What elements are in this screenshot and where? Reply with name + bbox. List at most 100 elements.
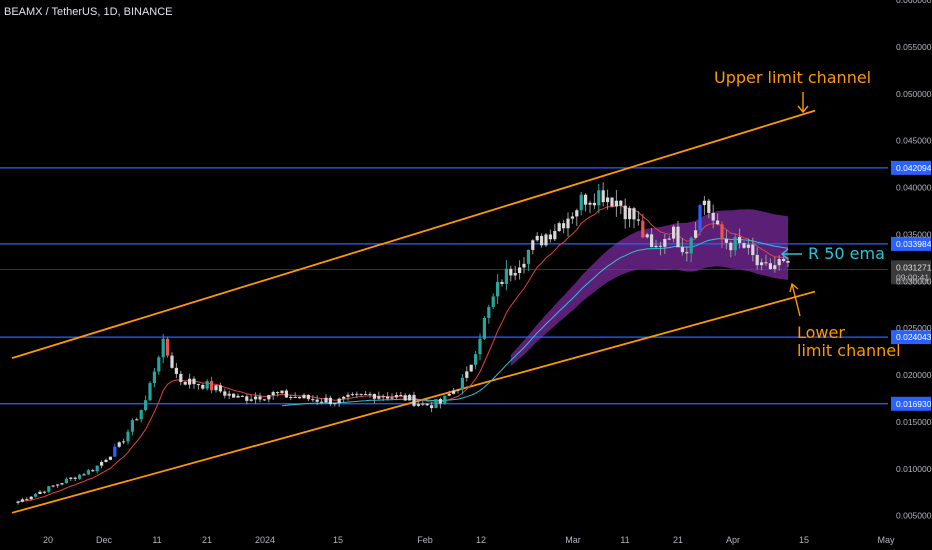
candle-body: [284, 390, 288, 398]
candle-body: [34, 493, 38, 497]
candle-body: [104, 459, 108, 462]
candle-body: [205, 381, 209, 389]
candle-body: [632, 208, 636, 220]
horizontal-levels: 0.042094 0.033984 0.024043 0.016930 0.031271…: [0, 160, 932, 411]
candle-body: [293, 396, 297, 398]
candle-body: [183, 381, 187, 385]
candle-body: [623, 205, 627, 220]
candle-body: [210, 381, 214, 391]
candle-body: [64, 478, 68, 484]
candle-body: [42, 491, 46, 493]
y-tick-label: 0.015000: [896, 417, 932, 427]
candle-body: [746, 244, 750, 248]
candle-body: [474, 354, 478, 365]
price-axis[interactable]: 0.060000 0.055000 0.050000 0.045000 0.040000…: [896, 0, 932, 521]
candle-body: [482, 317, 486, 339]
candle-body: [667, 238, 671, 240]
y-tick-label: 0.010000: [896, 464, 932, 474]
y-tick-label: 0.045000: [896, 136, 932, 146]
candle-body: [135, 419, 139, 421]
current-price-label: 0.031271: [896, 262, 932, 272]
candle-body: [720, 224, 724, 240]
candle-body: [491, 296, 495, 307]
candle-body: [680, 247, 684, 253]
level-badge: [891, 396, 931, 411]
candle-body: [95, 465, 99, 472]
candle-body: [130, 420, 134, 432]
y-tick-label: 0.055000: [896, 42, 932, 52]
candle-body: [496, 281, 500, 297]
candle-body: [302, 394, 306, 399]
candle-body: [588, 202, 592, 205]
candle-body: [465, 371, 469, 378]
level-label: 0.033984: [896, 239, 932, 249]
ema-cloud: [510, 209, 788, 367]
candle-body: [227, 393, 231, 396]
x-tick-label: 11: [152, 535, 161, 545]
candle-body: [170, 355, 174, 368]
candle-body: [716, 220, 720, 225]
candle-body: [152, 371, 156, 384]
y-tick-label: 0.030000: [896, 276, 932, 286]
candle-body: [276, 392, 280, 394]
candle-body: [280, 390, 284, 394]
candle-body: [526, 249, 530, 264]
candle-body: [575, 210, 579, 217]
candle-body: [20, 499, 24, 502]
candle-body: [650, 234, 654, 248]
candle-body: [553, 231, 557, 240]
countdown-label: 09:00:41: [896, 272, 929, 282]
candle-body: [306, 394, 310, 400]
x-tick-label: 21: [673, 535, 683, 545]
candle-body: [100, 461, 104, 466]
candle-body: [619, 200, 623, 206]
y-tick-label: 0.050000: [896, 89, 932, 99]
symbol-header: BEAMX / TetherUS, 1D, BINANCE: [4, 6, 173, 18]
candle-body: [86, 470, 90, 475]
y-tick-label: 0.060000: [896, 0, 932, 5]
candle-body: [245, 396, 249, 401]
annotation-arrows: [780, 92, 809, 317]
candle-body: [707, 200, 711, 213]
candle-body: [434, 399, 438, 409]
x-tick-label: 21: [202, 535, 212, 545]
x-tick-label: 20: [43, 535, 53, 545]
candle-body: [698, 205, 702, 231]
y-tick-label: 0.005000: [896, 511, 932, 521]
candle-body: [236, 395, 240, 398]
candle-body: [654, 245, 658, 248]
candle-body: [368, 393, 372, 395]
y-tick-label: 0.020000: [896, 370, 932, 380]
candle-body: [452, 390, 456, 394]
upper-channel-annotation: Upper limit channel: [714, 68, 872, 87]
candle-body: [394, 395, 398, 398]
candle-body: [139, 410, 143, 420]
candle-body: [430, 405, 434, 409]
candle-body: [685, 252, 689, 254]
candle-body: [597, 190, 601, 206]
candle-body: [408, 394, 412, 401]
candle-body: [421, 403, 425, 405]
candle-body: [223, 391, 227, 396]
candle-body: [47, 486, 51, 492]
upper-channel-line: [11, 109, 816, 359]
x-tick-label: Feb: [417, 535, 433, 545]
candle-body: [606, 197, 610, 203]
candle-body: [601, 190, 605, 203]
candle-body: [271, 392, 275, 396]
candle-body: [518, 267, 522, 274]
candle-body: [249, 399, 253, 401]
time-axis[interactable]: 20 Dec 11 21 2024 15 Feb 12 Mar 11 21 Apr 15 May: [43, 535, 895, 545]
lower-annotation-arrow: [789, 282, 801, 317]
candle-body: [25, 499, 29, 501]
candle-body: [782, 259, 786, 261]
candle-body: [289, 396, 293, 398]
ema-slow-line: [281, 238, 789, 407]
candle-body: [751, 244, 755, 256]
candle-body: [768, 263, 772, 270]
candle-body: [73, 477, 77, 479]
candle-body: [51, 485, 55, 487]
ema-lines: [17, 205, 789, 503]
candle-body: [513, 273, 517, 276]
